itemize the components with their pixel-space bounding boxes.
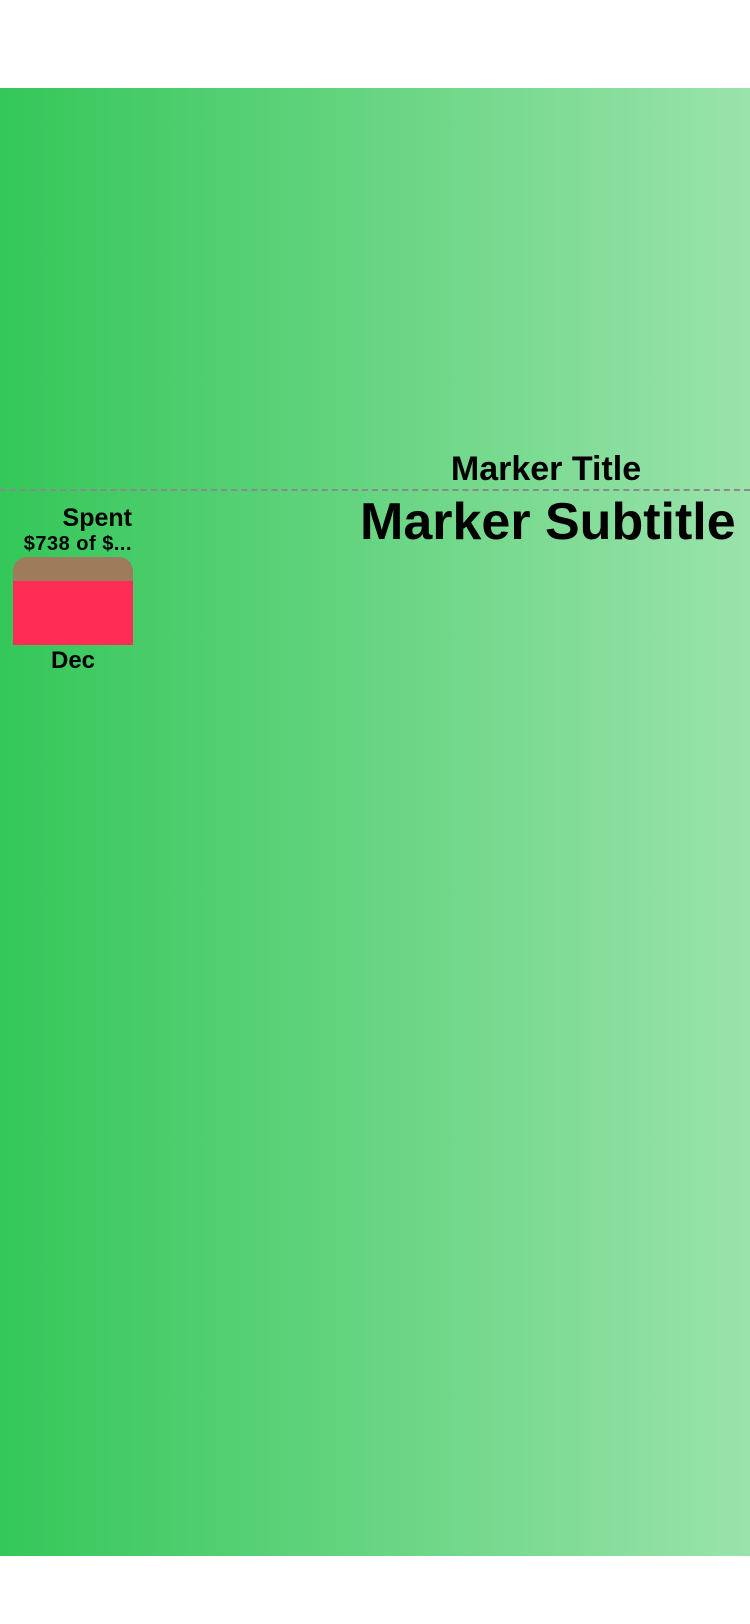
budget-chart: Marker Title Marker Subtitle Spent $738 … <box>0 88 750 1556</box>
marker-rule-line <box>0 489 750 491</box>
budget-bar-spent-fill <box>13 580 133 645</box>
marker-subtitle: Marker Subtitle <box>360 493 736 551</box>
status-bar-area <box>0 0 750 88</box>
bar-annotation-title: Spent <box>62 504 132 532</box>
home-indicator-area <box>0 1556 750 1624</box>
marker-title: Marker Title <box>450 450 642 488</box>
bar-category-label: Dec <box>50 647 96 674</box>
bar-annotation-value: $738 of $... <box>23 534 132 554</box>
budget-bar[interactable] <box>13 557 133 645</box>
